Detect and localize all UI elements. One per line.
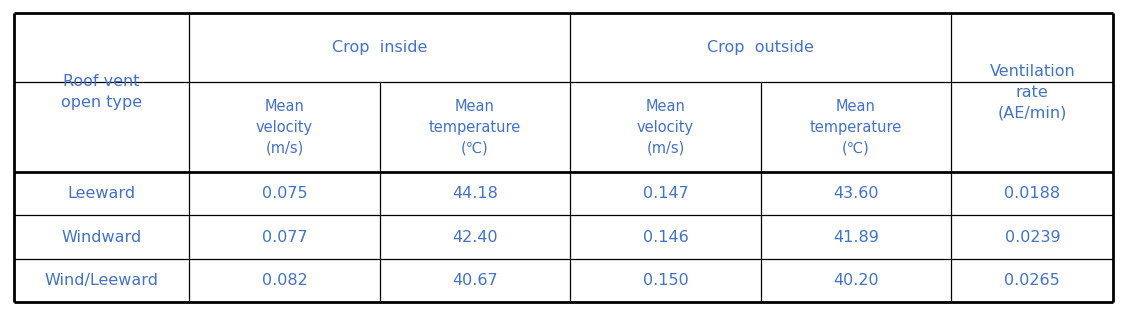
Text: 40.20: 40.20 — [833, 273, 879, 288]
Text: 0.075: 0.075 — [261, 186, 308, 201]
Text: Wind/Leeward: Wind/Leeward — [44, 273, 159, 288]
Text: 41.89: 41.89 — [833, 230, 879, 245]
Text: 0.0188: 0.0188 — [1004, 186, 1061, 201]
Text: Roof vent
open type: Roof vent open type — [61, 74, 142, 110]
Text: 44.18: 44.18 — [452, 186, 498, 201]
Text: 0.077: 0.077 — [261, 230, 308, 245]
Text: Crop  outside: Crop outside — [708, 40, 814, 55]
Text: 0.150: 0.150 — [642, 273, 689, 288]
Text: Mean
temperature
(℃): Mean temperature (℃) — [810, 99, 902, 156]
Text: Ventilation
rate
(AE/min): Ventilation rate (AE/min) — [990, 64, 1075, 121]
Text: 0.147: 0.147 — [642, 186, 689, 201]
Text: 0.0239: 0.0239 — [1004, 230, 1061, 245]
Text: Crop  inside: Crop inside — [332, 40, 427, 55]
Text: 0.082: 0.082 — [261, 273, 308, 288]
Text: 0.146: 0.146 — [642, 230, 689, 245]
Text: 40.67: 40.67 — [452, 273, 498, 288]
Text: Windward: Windward — [61, 230, 142, 245]
Text: Mean
velocity
(m/s): Mean velocity (m/s) — [256, 99, 313, 156]
Text: Mean
velocity
(m/s): Mean velocity (m/s) — [637, 99, 694, 156]
Text: 43.60: 43.60 — [833, 186, 879, 201]
Text: 42.40: 42.40 — [452, 230, 498, 245]
Text: Mean
temperature
(℃): Mean temperature (℃) — [429, 99, 521, 156]
Text: 0.0265: 0.0265 — [1004, 273, 1061, 288]
Text: Leeward: Leeward — [68, 186, 135, 201]
